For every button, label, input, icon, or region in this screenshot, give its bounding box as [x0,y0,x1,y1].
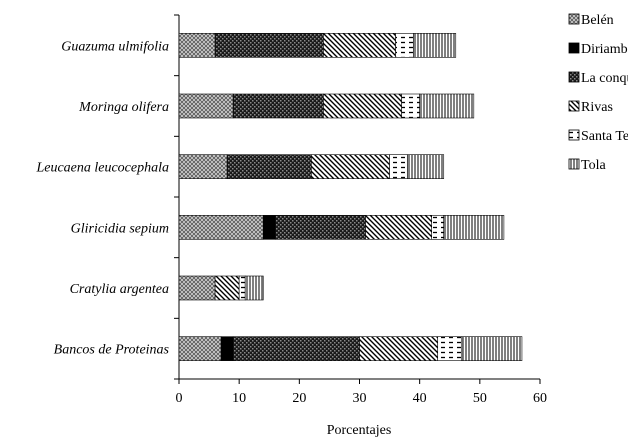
legend-label: Belén [581,13,614,28]
x-tick-label: 10 [232,391,246,406]
category-label: Bancos de Proteinas [54,343,170,358]
x-tick-label: 20 [292,391,306,406]
bar-segment [461,336,523,361]
bar-segment [214,33,324,58]
bar-segment [262,215,276,240]
category-label: Guazuma ulmifolia [61,39,169,54]
legend-swatch [568,13,580,25]
bar-segment [178,336,222,361]
bar-segment [323,93,402,119]
x-tick-label: 50 [473,391,487,406]
bar-segment [323,33,396,58]
category-label: Leucaena leucocephala [35,161,169,176]
bar-segment [311,154,390,179]
x-tick-label: 60 [533,391,547,406]
bar-segment [443,215,505,240]
x-tick-label: 30 [353,391,367,406]
legend-swatch [568,100,580,112]
legend-label: Diriamba [581,42,628,57]
legend-swatch [568,129,580,141]
bar-segment [178,33,216,58]
bar-segment [365,215,432,240]
bar-segment [274,215,366,240]
category-label: Cratylia argentea [70,282,169,297]
bar-segment [407,154,445,179]
legend-label: Santa Teresa [581,129,628,144]
legend-label: Rivas [581,100,613,115]
bar-segment [220,336,234,361]
legend-label: La conquista [581,71,628,86]
bar-segment [359,336,439,361]
bar-segment [178,275,216,301]
legend-swatch [568,42,580,54]
bar-segment [214,275,240,301]
bar-segment [437,336,463,361]
bar-segment [178,215,264,240]
plot-area: 0 10 20 30 40 50 60 Guazuma ulmifolia Moringa ol… [35,14,547,406]
bar-segment [238,275,246,301]
x-tick-label: 40 [413,391,427,406]
legend: Belén Diriamba La conquista Rivas Santa Tere… [568,13,628,173]
legend-swatch [568,158,580,170]
bar-segment [389,154,408,179]
bar-segment [178,93,234,119]
bar-segment [178,154,228,179]
category-label: Moringa olifera [78,100,169,115]
bar-segment [419,93,475,119]
bar-segment [413,33,457,58]
bar-segment [401,93,420,119]
x-axis-label: Porcentajes [327,423,392,438]
bar-segment [431,215,445,240]
legend-label: Tola [581,158,606,173]
category-label: Gliricidia sepium [71,221,169,236]
bar-segment [232,93,324,119]
bar-segment [244,275,264,301]
bar-segment [395,33,414,58]
bar-segment [226,154,312,179]
bar-segment [232,336,360,361]
legend-swatch [568,71,580,83]
x-tick-label: 0 [176,391,183,406]
